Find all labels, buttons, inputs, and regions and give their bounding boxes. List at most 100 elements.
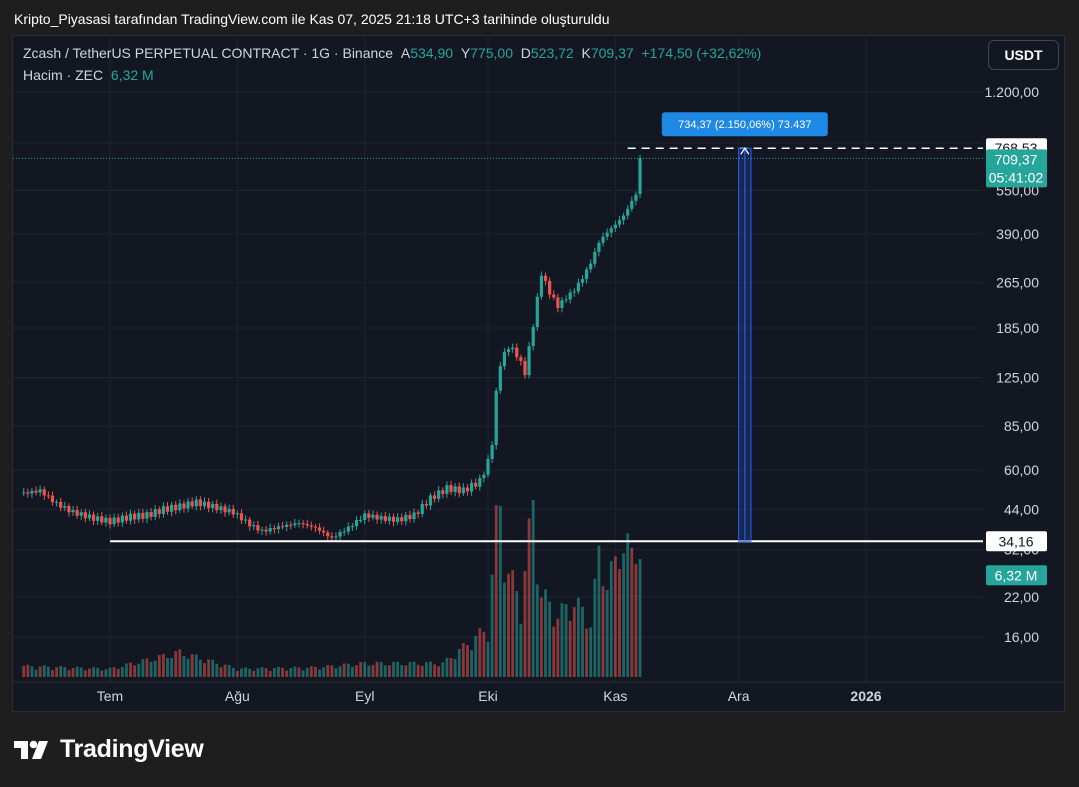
volume-bar (125, 663, 128, 677)
candle-body (133, 513, 137, 520)
volume-legend[interactable]: Hacim · ZEC 6,32 M (23, 67, 154, 83)
candle-body (482, 474, 486, 479)
candle-body (408, 514, 412, 520)
support-price-badge-bg (986, 531, 1047, 552)
volume-bar (597, 545, 601, 677)
volume-bar (67, 670, 71, 677)
volume-bar (170, 657, 174, 677)
price-chart[interactable]: 734,37 (2.150,06%) 73.43716,0022,0032,00… (13, 36, 1065, 712)
volume-bar (535, 584, 539, 677)
volume-bar (453, 659, 457, 677)
high-value: 775,00 (470, 45, 513, 61)
candle-body (190, 501, 194, 507)
tradingview-logo-icon (14, 740, 48, 759)
volume-bar (305, 667, 309, 677)
volume-bar (507, 573, 510, 677)
candle-body (593, 251, 597, 264)
open-label: A (400, 45, 411, 61)
candle-body (543, 275, 548, 281)
candle-body (560, 300, 564, 308)
candle-body (494, 390, 498, 446)
last-price-badge-bg (986, 149, 1047, 188)
symbol-title[interactable]: Zcash / TetherUS PERPETUAL CONTRACT · 1G… (23, 45, 394, 61)
price-axis-label: 22,00 (1004, 589, 1039, 605)
volume-bar (137, 663, 141, 677)
volume-bar (162, 653, 165, 677)
candle-body (449, 485, 453, 493)
volume-bar (445, 657, 449, 677)
candle-body (597, 242, 601, 252)
volume-bar (523, 571, 527, 677)
volume-bar (449, 658, 453, 677)
candle-body (165, 506, 170, 512)
price-axis-label: 185,00 (996, 320, 1039, 336)
candle-body (605, 232, 609, 237)
candle-body (556, 297, 560, 308)
price-axis-label: 16,00 (1004, 629, 1039, 645)
volume-bar (120, 666, 124, 677)
candle-body (96, 516, 100, 521)
candle-body (305, 523, 309, 526)
volume-bar (38, 666, 42, 677)
candle-body (585, 269, 589, 280)
candle-body (379, 516, 383, 520)
volume-bar (392, 661, 395, 677)
volume-label: Hacim · ZEC (23, 67, 104, 83)
volume-bar (309, 666, 313, 677)
volume-bar (618, 568, 621, 677)
candle-body (412, 512, 416, 520)
volume-bar (83, 670, 87, 677)
candle-body (317, 527, 322, 531)
candle-body (59, 501, 63, 508)
volume-bar (227, 664, 231, 677)
chart-area[interactable]: 734,37 (2.150,06%) 73.43716,0022,0032,00… (12, 35, 1065, 712)
candle-body (346, 526, 350, 532)
high-label: Y (460, 45, 471, 61)
last-price-badge[interactable]: 709,37 05:41:02 (986, 149, 1047, 188)
candle-body (91, 514, 96, 521)
currency-button[interactable]: USDT (988, 40, 1059, 70)
volume-bar (589, 627, 593, 677)
volume-bar (88, 668, 91, 677)
candle-body (63, 505, 67, 508)
candle-body (564, 299, 568, 301)
candle-body (243, 519, 248, 521)
volume-bar (515, 591, 519, 677)
candle-body (621, 215, 626, 221)
volume-bars (22, 499, 642, 677)
candle-body (400, 517, 404, 522)
support-price-badge[interactable]: 34,16 (986, 531, 1047, 552)
candle-body (441, 490, 445, 494)
tradingview-wordmark: TradingView (60, 735, 204, 763)
volume-bar (289, 667, 293, 677)
candle-body (552, 294, 556, 298)
candle-body (248, 519, 252, 527)
candle-body (330, 536, 334, 538)
candle-body (515, 347, 519, 358)
volume-bar (166, 657, 169, 677)
price-axis-label: 85,00 (1004, 418, 1039, 434)
volume-bar (318, 669, 321, 677)
candle-body (128, 513, 133, 521)
candle-body (137, 512, 141, 520)
volume-bar (379, 661, 383, 677)
volume-bar (92, 667, 95, 677)
candle-body (626, 208, 630, 216)
candle-body (170, 504, 174, 512)
candle-body (428, 495, 433, 506)
volume-bar (498, 505, 502, 677)
candle-body (580, 279, 585, 283)
candle-body (71, 510, 75, 513)
volume-bar (51, 669, 54, 677)
volume-badge[interactable]: 6,32 M (986, 565, 1047, 586)
candle-body (531, 327, 535, 347)
candle-body (285, 524, 289, 527)
candle-body (272, 527, 276, 530)
candle-body (613, 224, 617, 229)
candle-body (465, 487, 470, 492)
volume-bar (190, 654, 194, 677)
tradingview-logo[interactable]: TradingView (14, 735, 204, 764)
time-axis-label: Ağu (225, 688, 250, 704)
volume-bar (256, 668, 260, 677)
volume-bar (301, 670, 305, 677)
